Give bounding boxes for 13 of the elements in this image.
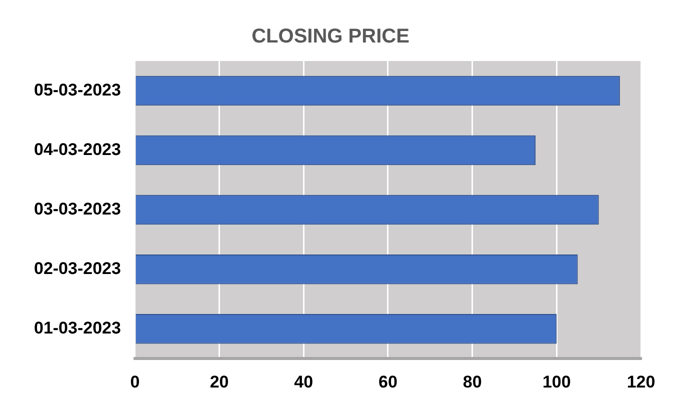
- x-tick-label: 0: [130, 372, 140, 392]
- x-tick-label: 40: [294, 372, 314, 392]
- x-tick-label: 100: [542, 372, 571, 392]
- y-tick-label: 02-03-2023: [34, 259, 121, 278]
- chart-title: CLOSING PRICE: [252, 26, 410, 48]
- y-tick-label: 03-03-2023: [34, 199, 121, 218]
- y-tick-label: 01-03-2023: [34, 318, 121, 338]
- x-tick-label: 20: [210, 372, 229, 392]
- x-tick-label: 80: [462, 372, 482, 392]
- y-tick-label: 05-03-2023: [34, 80, 121, 100]
- y-tick-label: 04-03-2023: [34, 140, 121, 159]
- x-tick-label: 60: [378, 372, 398, 392]
- x-tick-label: 120: [626, 372, 656, 392]
